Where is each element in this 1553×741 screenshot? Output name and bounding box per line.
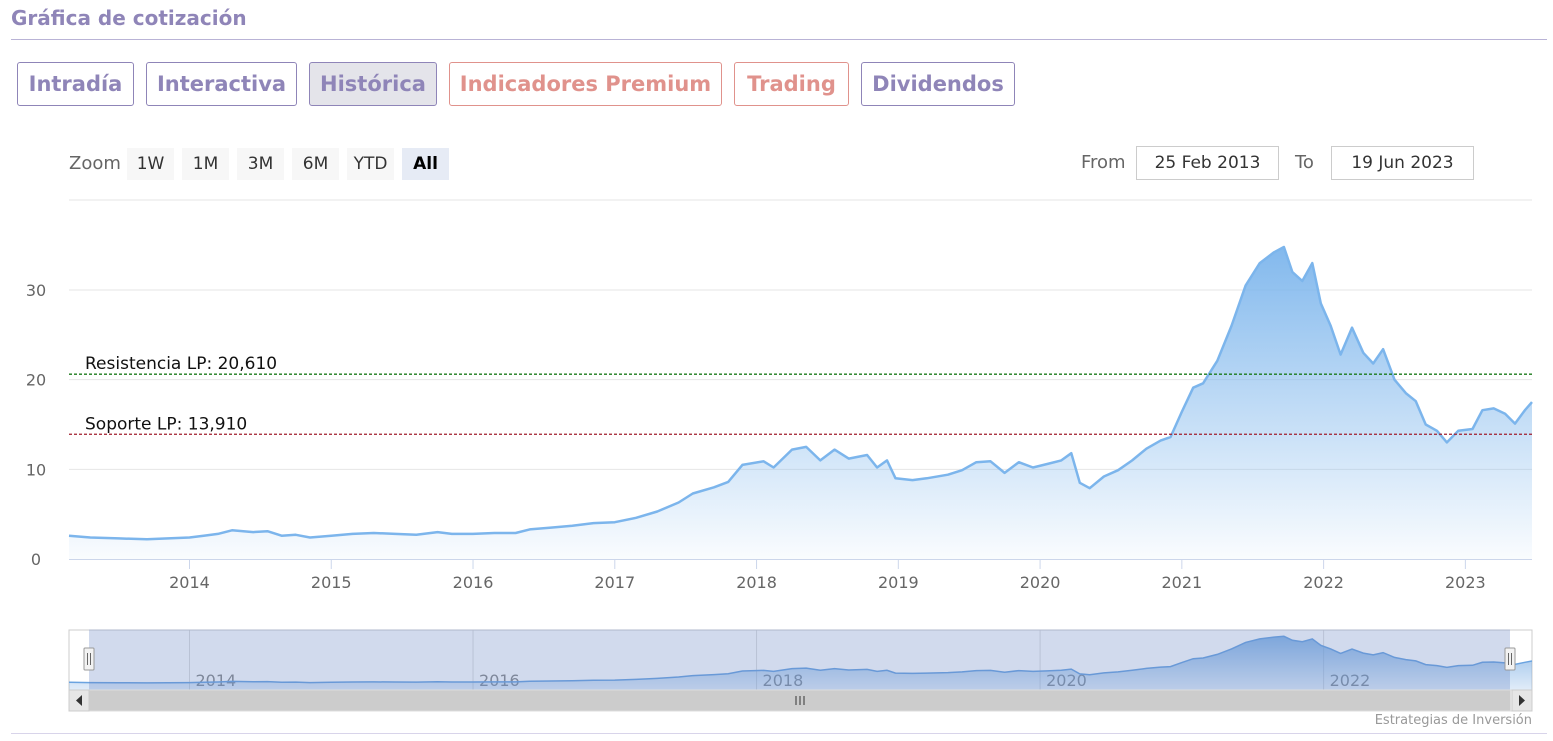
zoom-label: Zoom <box>69 153 121 174</box>
tab-historica[interactable]: Histórica <box>309 62 437 106</box>
x-tick-label: 2022 <box>1303 573 1344 592</box>
x-tick-label: 2017 <box>594 573 635 592</box>
navigator-line <box>68 635 1533 684</box>
tab-indicadores-premium[interactable]: Indicadores Premium <box>449 62 722 106</box>
scrollbar-right-arrow[interactable] <box>1511 689 1533 712</box>
x-tick-label: 2014 <box>169 573 210 592</box>
series-area <box>69 247 1532 559</box>
to-date-input[interactable]: 19 Jun 2023 <box>1331 146 1474 180</box>
x-tick-label: 2018 <box>736 573 777 592</box>
from-label: From <box>1081 152 1126 173</box>
zoom-buttons: 1W 1M 3M 6M YTD All <box>127 148 457 180</box>
chevron-left-icon <box>76 695 82 706</box>
page-title: Gráfica de cotización <box>11 6 247 30</box>
from-date-input[interactable]: 25 Feb 2013 <box>1136 146 1279 180</box>
tab-dividendos[interactable]: Dividendos <box>861 62 1015 106</box>
zoom-ytd-button[interactable]: YTD <box>347 148 394 180</box>
support-label: Soporte LP: 13,910 <box>85 414 247 434</box>
navigator-area <box>69 636 1532 690</box>
series-line <box>68 245 1533 541</box>
x-tick-label: 2016 <box>453 573 494 592</box>
y-tick-label: 20 <box>26 371 46 390</box>
zoom-1m-button[interactable]: 1M <box>182 148 229 180</box>
navigator-selection <box>89 630 1510 690</box>
x-tick-label: 2021 <box>1161 573 1202 592</box>
zoom-1w-button[interactable]: 1W <box>127 148 174 180</box>
resistance-label: Resistencia LP: 20,610 <box>85 354 277 374</box>
x-tick-label: 2020 <box>1020 573 1061 592</box>
y-tick-label: 0 <box>31 550 41 569</box>
chart-credit: Estrategias de Inversión <box>1374 713 1532 728</box>
chart-type-tabs: Intradía Interactiva Histórica Indicador… <box>17 62 1027 106</box>
zoom-all-button[interactable]: All <box>402 148 449 180</box>
zoom-6m-button[interactable]: 6M <box>292 148 339 180</box>
y-tick-label: 30 <box>26 281 46 300</box>
bottom-divider <box>11 733 1547 734</box>
navigator-left-handle[interactable] <box>83 647 95 671</box>
tab-intradia[interactable]: Intradía <box>17 62 134 106</box>
chevron-right-icon <box>1519 695 1525 706</box>
x-tick-label: 2019 <box>878 573 919 592</box>
zoom-3m-button[interactable]: 3M <box>237 148 284 180</box>
tab-trading[interactable]: Trading <box>734 62 849 106</box>
x-tick-label: 2015 <box>311 573 352 592</box>
title-divider <box>11 39 1547 40</box>
x-tick-label: 2023 <box>1445 573 1486 592</box>
y-tick-label: 10 <box>26 460 46 479</box>
navigator-right-handle[interactable] <box>1504 647 1516 671</box>
scrollbar-left-arrow[interactable] <box>68 689 90 712</box>
tab-interactiva[interactable]: Interactiva <box>146 62 297 106</box>
to-label: To <box>1295 152 1314 173</box>
